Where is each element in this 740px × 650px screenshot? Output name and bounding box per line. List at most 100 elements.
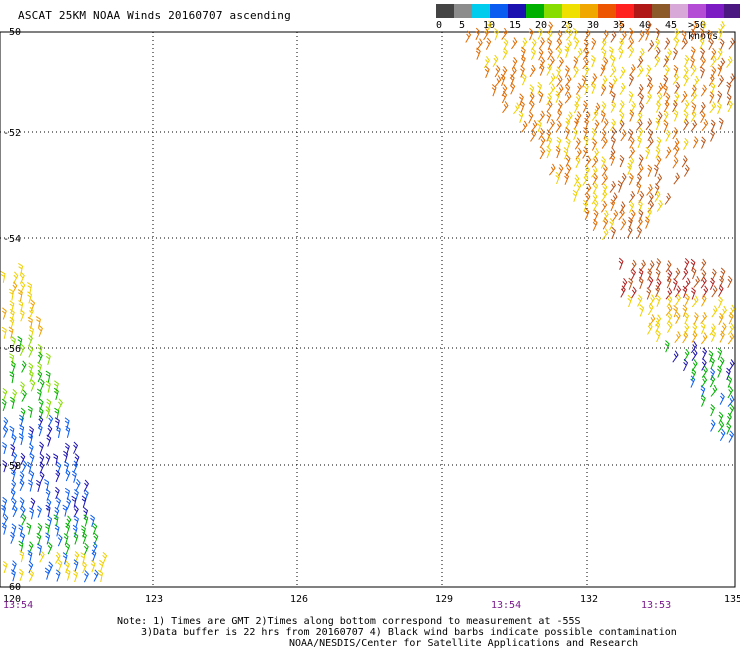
wind-barb <box>726 93 732 106</box>
wind-barb <box>591 138 598 151</box>
wind-barb <box>573 101 580 114</box>
colorbar-segment <box>670 4 688 18</box>
wind-barb <box>627 37 635 50</box>
wind-barb <box>73 569 78 583</box>
wind-barb <box>716 101 722 115</box>
colorbar-segment <box>490 4 508 18</box>
wind-barb <box>717 90 723 103</box>
cb-label-20: 20 <box>535 20 548 31</box>
wind-barb <box>691 330 698 343</box>
wind-barb <box>719 275 725 288</box>
wind-barb <box>530 47 536 61</box>
wind-barb <box>620 30 627 43</box>
wind-barb <box>583 39 589 52</box>
wind-barb <box>681 155 688 168</box>
wind-barb <box>11 523 17 536</box>
wind-barb <box>537 27 543 40</box>
wind-barb <box>582 173 589 186</box>
wind-barb <box>20 531 26 545</box>
colorbar-segment <box>688 4 706 18</box>
wind-barb <box>665 260 672 273</box>
wind-barb <box>11 560 17 573</box>
wind-barb <box>665 146 672 159</box>
lon-label-132: 132 <box>580 594 598 605</box>
wind-barb <box>727 332 735 345</box>
wind-barb <box>584 192 591 205</box>
wind-barb <box>690 90 697 103</box>
wind-barb <box>690 46 696 59</box>
wind-barb <box>602 209 609 222</box>
wind-barb <box>2 560 8 574</box>
wind-barb <box>691 295 699 308</box>
wind-barb <box>611 136 616 149</box>
wind-barb <box>3 425 9 438</box>
wind-barb <box>37 523 43 536</box>
wind-barb <box>573 174 580 187</box>
wind-barb <box>46 434 52 447</box>
wind-barb <box>56 461 62 474</box>
wind-barb <box>47 414 54 427</box>
wind-barb <box>700 312 708 324</box>
wind-barb <box>601 164 608 177</box>
wind-barb <box>57 559 63 572</box>
wind-barb <box>629 64 636 76</box>
wind-barb <box>663 119 669 133</box>
wind-barb <box>54 407 60 420</box>
wind-barb <box>726 422 732 435</box>
wind-barb <box>620 285 626 298</box>
wind-barb <box>20 452 26 466</box>
wind-barb <box>690 84 697 97</box>
wind-barb <box>564 83 571 96</box>
colorbar-segment <box>508 4 526 18</box>
wind-barb <box>539 63 545 76</box>
wind-barb <box>564 65 570 78</box>
wind-barb <box>629 136 635 149</box>
wind-barb <box>566 28 573 41</box>
wind-barb <box>628 190 636 203</box>
wind-barb <box>575 155 581 169</box>
wind-barb <box>485 37 492 50</box>
wind-barb <box>628 216 633 230</box>
wind-barb <box>700 332 708 345</box>
wind-barb <box>647 128 654 141</box>
lat-label-54: -54 <box>3 234 21 245</box>
wind-barb <box>601 200 608 213</box>
wind-barb <box>90 514 95 527</box>
colorbar-segment <box>544 4 562 18</box>
colorbar-segment <box>580 4 598 18</box>
wind-barb <box>709 101 717 114</box>
lat-label-60: -60 <box>3 582 21 593</box>
wind-barb <box>690 341 698 354</box>
wind-barb <box>710 403 716 417</box>
cb-label-45: 45 <box>665 20 678 31</box>
wind-barb <box>692 75 700 88</box>
wind-barb <box>521 37 528 50</box>
wind-barb <box>80 552 86 565</box>
wind-barb <box>39 471 45 484</box>
wind-barb <box>501 84 508 97</box>
wind-barb <box>82 531 87 544</box>
wind-barb <box>610 153 616 166</box>
wind-barb <box>28 569 35 582</box>
lon-label-126: 126 <box>290 594 308 605</box>
wind-barb <box>620 218 627 231</box>
wind-barb <box>655 27 661 41</box>
wind-barb <box>637 56 644 69</box>
wind-barb <box>502 101 509 114</box>
wind-barb <box>565 164 572 177</box>
wind-barb <box>21 460 28 473</box>
wind-barb <box>1 398 7 412</box>
wind-barb <box>727 386 734 399</box>
wind-barb <box>700 269 707 282</box>
wind-barb <box>619 154 625 168</box>
wind-barb <box>637 84 644 97</box>
wind-barb <box>575 181 582 194</box>
wind-barb <box>709 323 716 336</box>
wind-barb <box>538 56 546 69</box>
wind-barb <box>65 442 70 455</box>
wind-barb <box>10 396 15 409</box>
wind-barb <box>28 345 34 358</box>
wind-barb <box>548 83 556 96</box>
wind-barb <box>54 417 60 430</box>
wind-barb <box>726 55 733 68</box>
